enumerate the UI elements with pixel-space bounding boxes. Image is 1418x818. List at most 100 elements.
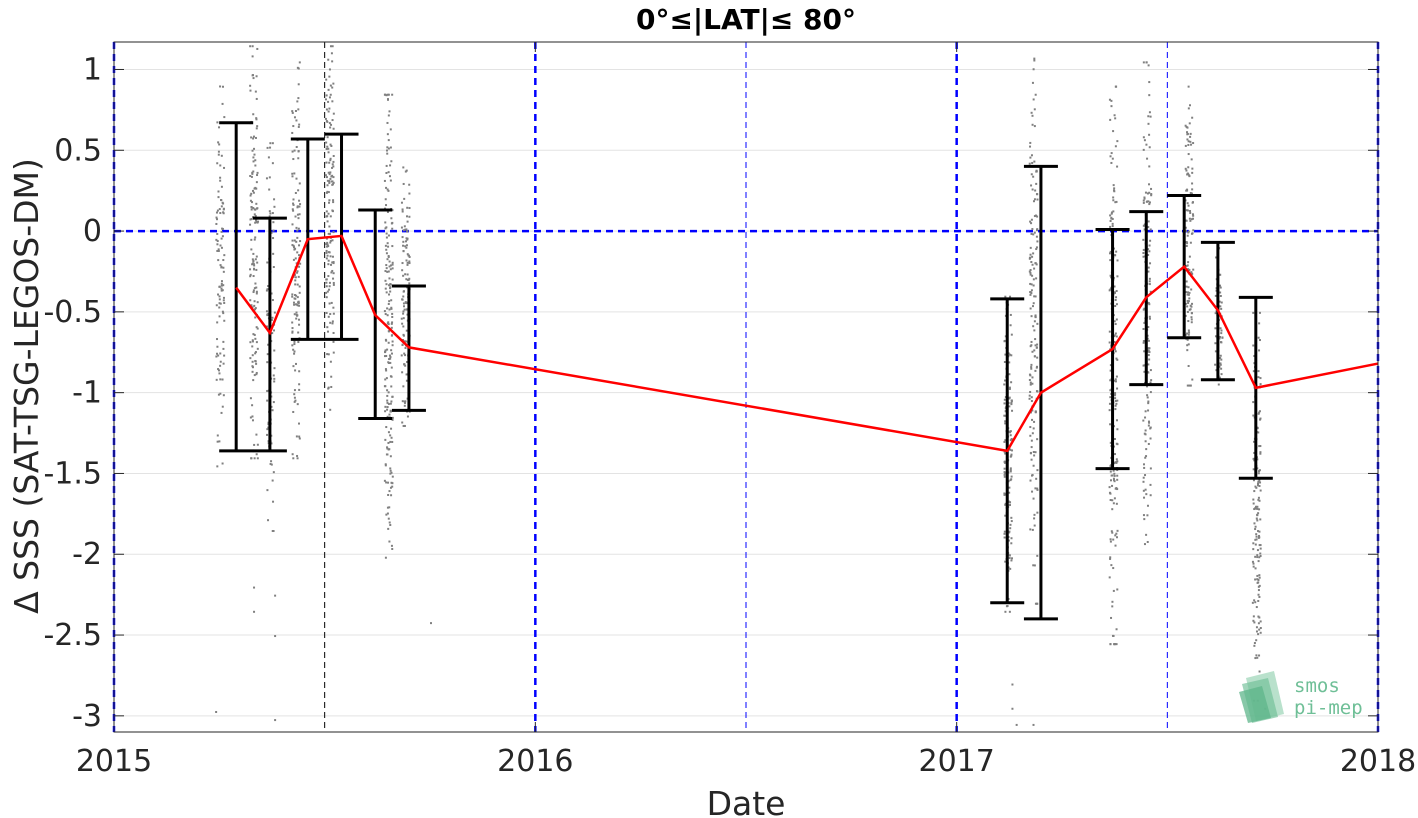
scatter-point [328, 107, 331, 110]
scatter-point [391, 416, 394, 419]
scatter-point [1032, 233, 1035, 236]
scatter-point [220, 280, 223, 283]
scatter-point [387, 431, 390, 434]
scatter-point [1189, 211, 1192, 214]
scatter-point [1111, 634, 1114, 637]
scatter-point [255, 373, 258, 376]
scatter-point [1185, 245, 1188, 248]
scatter-point [1142, 201, 1145, 204]
scatter-point [1254, 657, 1257, 660]
scatter-point [216, 162, 219, 165]
scatter-point [297, 302, 300, 305]
scatter-point [1148, 203, 1151, 206]
scatter-point [251, 345, 254, 348]
scatter-point [294, 399, 297, 402]
scatter-point [332, 181, 335, 184]
scatter-point [272, 374, 275, 377]
scatter-point [1036, 511, 1039, 514]
scatter-point [1185, 209, 1188, 212]
scatter-point [1029, 246, 1032, 249]
scatter-point [1114, 380, 1117, 383]
scatter-point [386, 98, 389, 101]
scatter-point [386, 210, 389, 213]
scatter-point [1187, 301, 1190, 304]
scatter-point [221, 227, 224, 230]
scatter-point [1148, 81, 1151, 84]
scatter-point [329, 126, 332, 129]
scatter-point [1192, 142, 1195, 145]
scatter-point [216, 249, 219, 252]
scatter-point [1219, 357, 1222, 360]
scatter-point [389, 455, 392, 458]
scatter-point [292, 457, 295, 460]
scatter-point [254, 90, 257, 93]
scatter-point [215, 378, 218, 381]
scatter-point [1004, 560, 1007, 563]
scatter-series [215, 45, 1267, 726]
scatter-point [1254, 601, 1257, 604]
scatter-point [291, 453, 294, 456]
scatter-point [249, 299, 252, 302]
scatter-point [1144, 488, 1147, 491]
scatter-point [1186, 299, 1189, 302]
scatter-point [386, 408, 389, 411]
scatter-point [1035, 193, 1038, 196]
scatter-point [251, 258, 254, 261]
scatter-point [1259, 377, 1262, 380]
scatter-point [254, 159, 257, 162]
scatter-point [266, 325, 269, 328]
scatter-point [1258, 339, 1261, 342]
scatter-point [218, 298, 221, 301]
scatter-point [1110, 161, 1113, 164]
scatter-point [1214, 342, 1217, 345]
scatter-point [1114, 404, 1117, 407]
scatter-point [252, 379, 255, 382]
scatter-point [252, 113, 255, 116]
scatter-point [254, 352, 257, 355]
scatter-point [385, 481, 388, 484]
scatter-point [1003, 473, 1006, 476]
scatter-point [1258, 628, 1261, 631]
scatter-point [1033, 59, 1036, 62]
scatter-point [253, 135, 256, 138]
scatter-point [1146, 504, 1149, 507]
scatter-point [221, 201, 224, 204]
scatter-point [387, 234, 390, 237]
scatter-point [332, 262, 335, 265]
scatter-point [326, 136, 329, 139]
scatter-point [1032, 252, 1035, 255]
scatter-point [402, 385, 405, 388]
scatter-point [1187, 153, 1190, 156]
scatter-point [217, 369, 220, 372]
scatter-point [293, 313, 296, 316]
scatter-point [1115, 303, 1118, 306]
scatter-point [270, 442, 273, 445]
scatter-point [408, 255, 411, 258]
scatter-point [326, 330, 329, 333]
scatter-point [1029, 426, 1032, 429]
scatter-point [1034, 344, 1037, 347]
scatter-point [1147, 339, 1150, 342]
scatter-point [406, 253, 409, 256]
scatter-point [1259, 481, 1262, 484]
scatter-point [332, 272, 335, 275]
scatter-point [389, 290, 392, 293]
scatter-point [1010, 475, 1013, 478]
scatter-point [222, 362, 225, 365]
scatter-point [1111, 499, 1114, 502]
scatter-point [267, 285, 270, 288]
scatter-point [1008, 491, 1011, 494]
scatter-point [1257, 431, 1260, 434]
scatter-point [219, 360, 222, 363]
scatter-point [252, 289, 255, 292]
scatter-point [251, 419, 254, 422]
scatter-point [1187, 231, 1190, 234]
scatter-point [254, 308, 257, 311]
scatter-point [291, 172, 294, 175]
scatter-point [331, 86, 334, 89]
scatter-point [1252, 542, 1255, 545]
scatter-point [1143, 224, 1146, 227]
scatter-point [406, 238, 409, 241]
scatter-point [220, 289, 223, 292]
scatter-point [402, 240, 405, 243]
